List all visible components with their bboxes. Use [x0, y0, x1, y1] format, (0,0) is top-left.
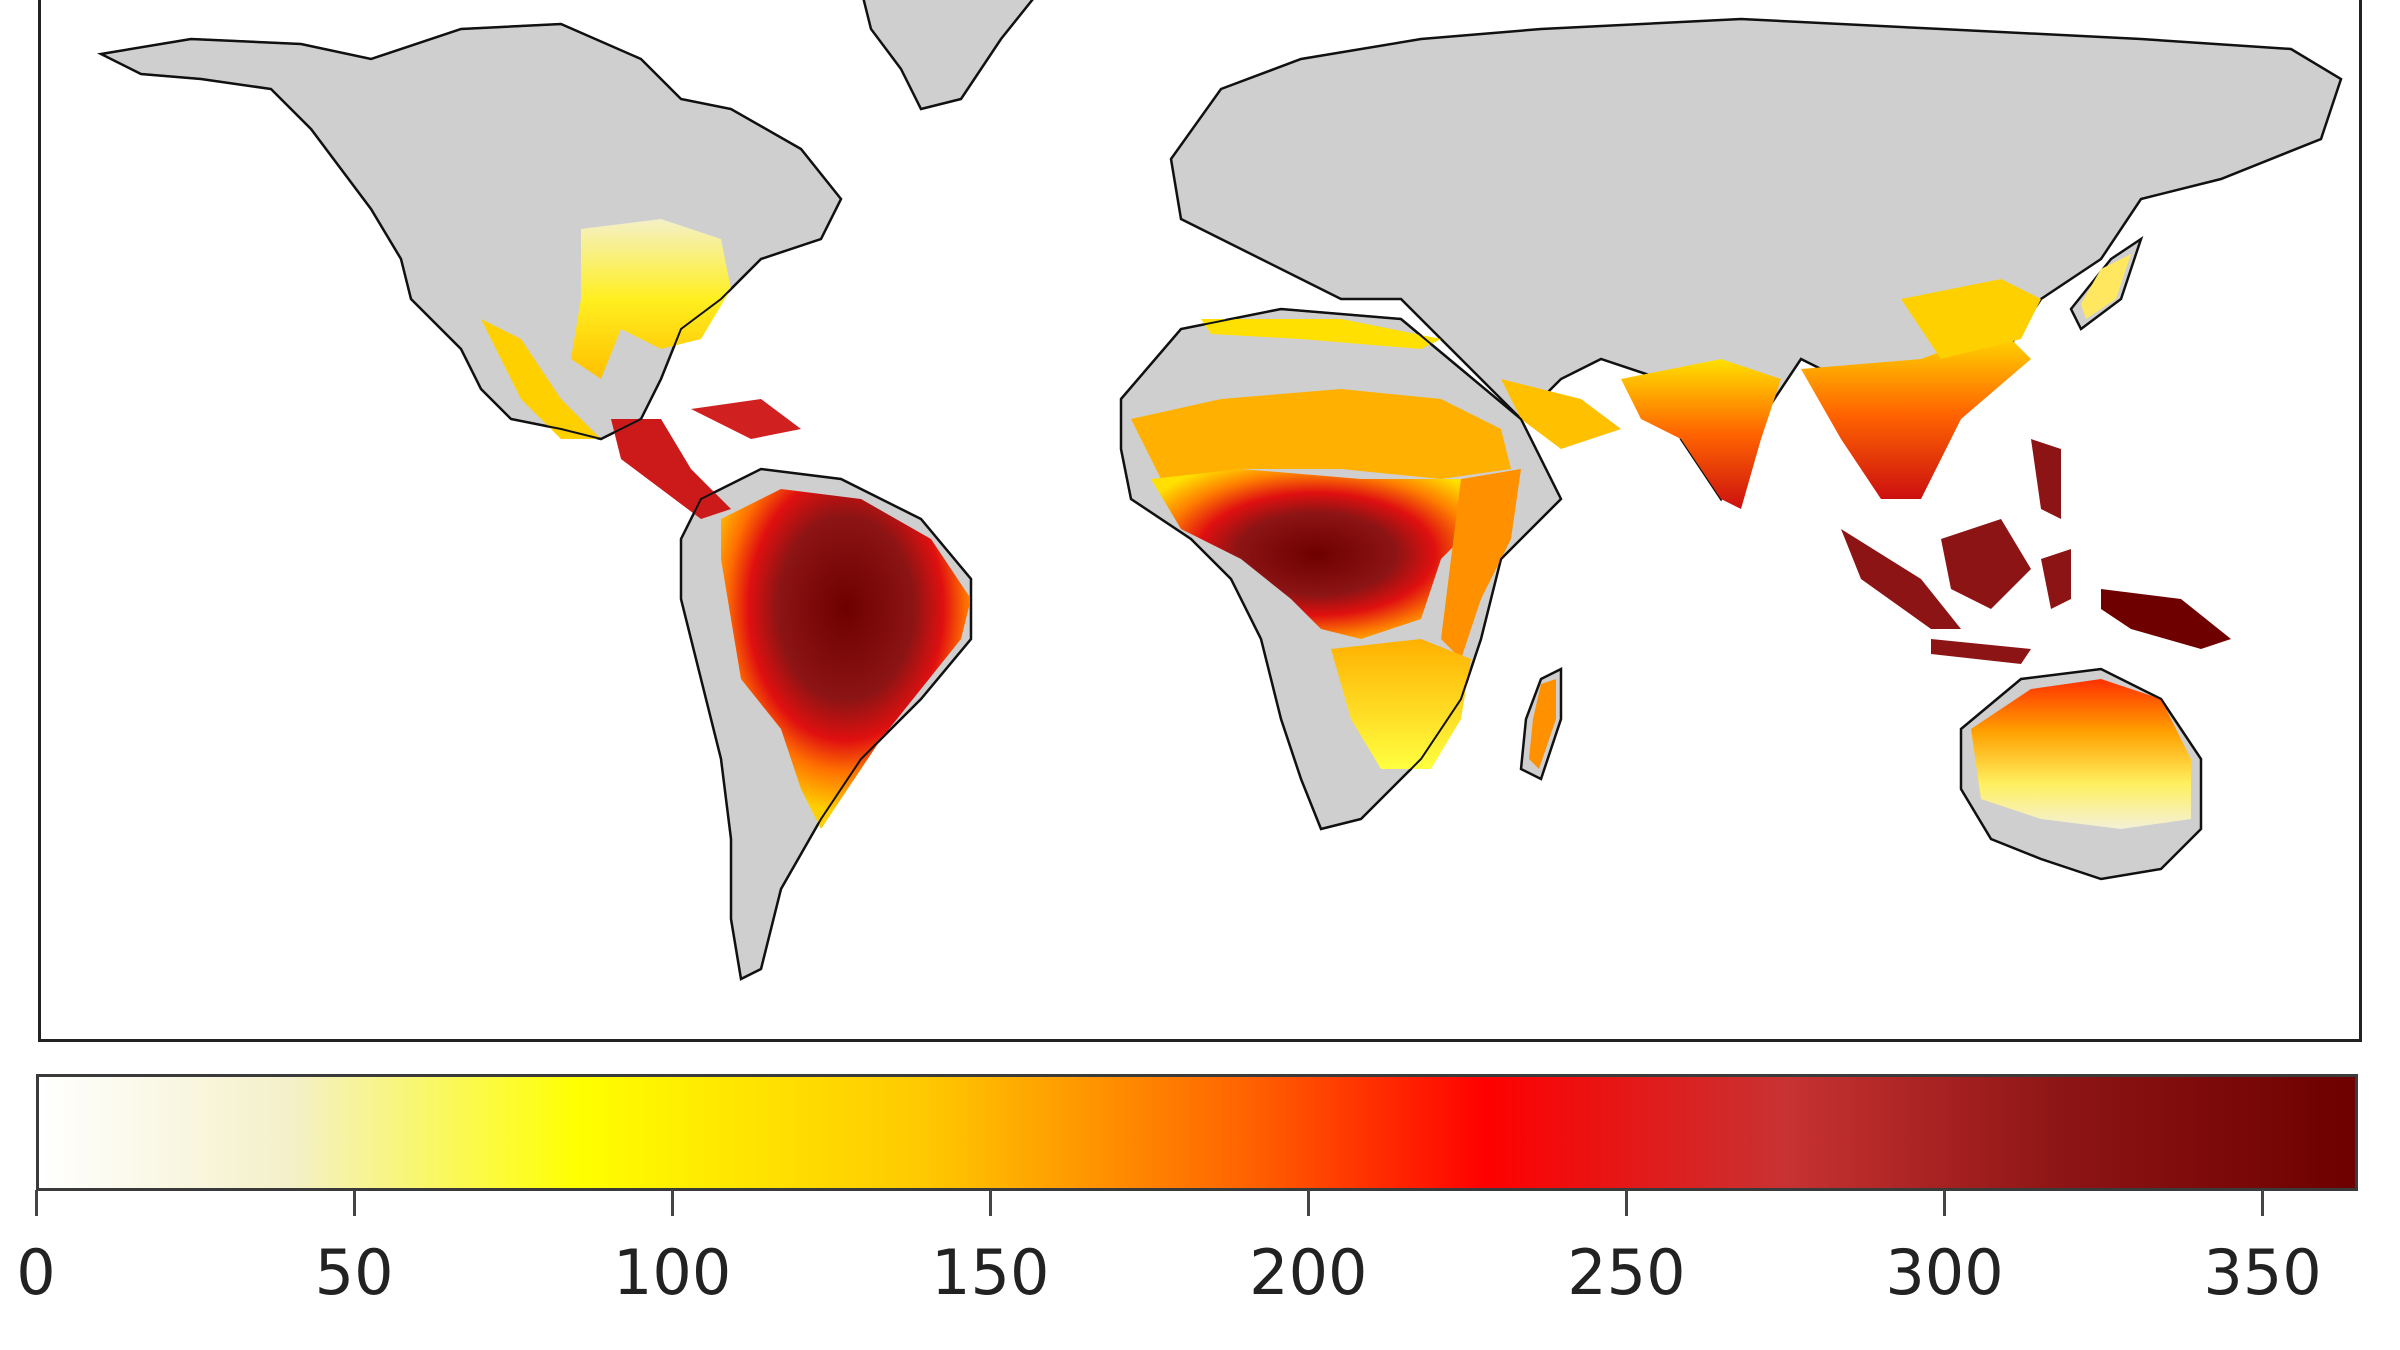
greenland	[862, 0, 1034, 111]
region-madagascar	[1529, 679, 1556, 769]
region-sulawesi	[2041, 549, 2071, 609]
region-australia	[1971, 679, 2191, 829]
region-caribbean	[691, 399, 801, 439]
region-new-guinea	[2101, 589, 2231, 649]
region-mexico	[481, 319, 601, 439]
colorbar-tick-label: 300	[1885, 1236, 2004, 1309]
region-philippines	[2031, 439, 2061, 519]
world-map	[38, 0, 2362, 1042]
colorbar-tick-label: 0	[16, 1236, 56, 1309]
coastlines	[97, 22, 2202, 981]
region-central-america	[611, 419, 731, 519]
region-sahel	[1131, 389, 1511, 479]
north-america	[97, 22, 843, 441]
region-east-africa	[1441, 469, 1521, 659]
colorbar-tick-label: 250	[1567, 1236, 1686, 1309]
colorbar-ticks: 0 50 100 150 200 250 300 350	[0, 1190, 2400, 1350]
region-central-africa	[1151, 469, 1481, 639]
colorbar-tick-label: 150	[931, 1236, 1050, 1309]
region-japan	[2081, 254, 2131, 319]
colorbar-tick-label: 200	[1249, 1236, 1368, 1309]
region-indonesia-java	[1931, 639, 2031, 664]
region-usa-southeast	[571, 219, 731, 379]
region-india	[1621, 359, 1781, 509]
colorbar-tick	[1306, 1190, 1310, 1216]
region-south-china	[1901, 279, 2041, 359]
colorbar-tick	[1624, 1190, 1628, 1216]
world-map-svg	[97, 0, 2343, 981]
colorbar-tick-label: 100	[612, 1236, 732, 1309]
colorbar	[36, 1074, 2358, 1191]
region-amazon	[721, 489, 971, 829]
colorbar-tick	[988, 1190, 992, 1216]
colorbar-tick	[1942, 1190, 1946, 1216]
region-indonesia-sumatra	[1841, 529, 1961, 629]
colorbar-tick-label: 350	[2203, 1236, 2322, 1309]
colorbar-tick	[670, 1190, 674, 1216]
colorbar-tick	[352, 1190, 356, 1216]
region-arabia	[1501, 379, 1621, 449]
region-southeast-asia	[1801, 329, 2031, 499]
region-north-africa-coast	[1201, 319, 1441, 349]
colorbar-tick-label: 50	[314, 1236, 394, 1309]
colorbar-tick	[2261, 1190, 2265, 1216]
region-indonesia-borneo	[1941, 519, 2031, 609]
colorbar-tick	[34, 1190, 38, 1216]
